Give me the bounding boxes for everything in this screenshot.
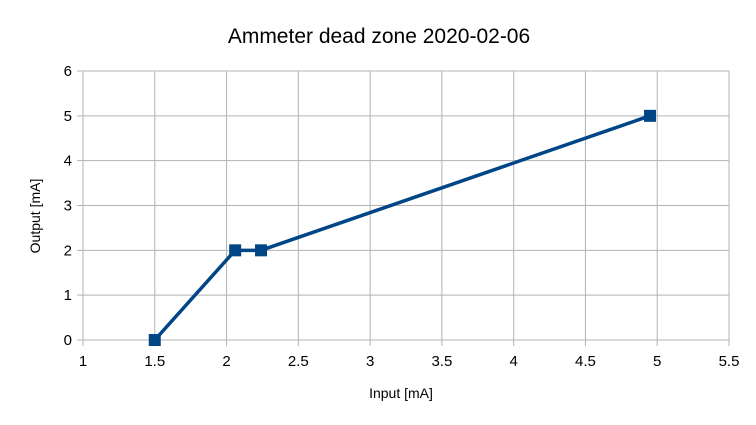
series (148, 109, 657, 346)
y-axis-label: Output [mA] (27, 179, 43, 254)
y-tick-label: 1 (64, 287, 72, 304)
y-tick-label: 6 (64, 63, 72, 80)
grid (77, 70, 730, 346)
x-tick-label: 1.5 (144, 353, 165, 370)
x-tick-label: 4.5 (575, 353, 596, 370)
data-point (255, 244, 268, 257)
x-axis-ticks: 1 1.5 2 2.5 3 3.5 4 4.5 5 5.5 (79, 353, 740, 370)
y-tick-label: 4 (64, 153, 72, 170)
y-tick-label: 2 (64, 242, 72, 259)
x-tick-label: 3.5 (431, 353, 452, 370)
data-point (148, 334, 161, 346)
y-tick-label: 3 (64, 198, 72, 215)
series-line (153, 114, 651, 342)
x-axis-label: Input [mA] (369, 385, 433, 401)
x-tick-label: 1 (79, 353, 87, 370)
x-tick-label: 5 (653, 353, 661, 370)
x-tick-label: 5.5 (719, 353, 740, 370)
y-axis-ticks: 0 1 2 3 4 5 6 (64, 63, 72, 349)
chart-title: Ammeter dead zone 2020-02-06 (228, 25, 530, 48)
x-tick-label: 2 (222, 353, 230, 370)
x-tick-label: 4 (509, 353, 517, 370)
data-point (229, 244, 242, 257)
x-tick-label: 2.5 (288, 353, 309, 370)
y-tick-label: 0 (64, 332, 72, 349)
data-point (644, 109, 657, 122)
x-tick-label: 3 (366, 353, 374, 370)
y-tick-label: 5 (64, 108, 72, 125)
